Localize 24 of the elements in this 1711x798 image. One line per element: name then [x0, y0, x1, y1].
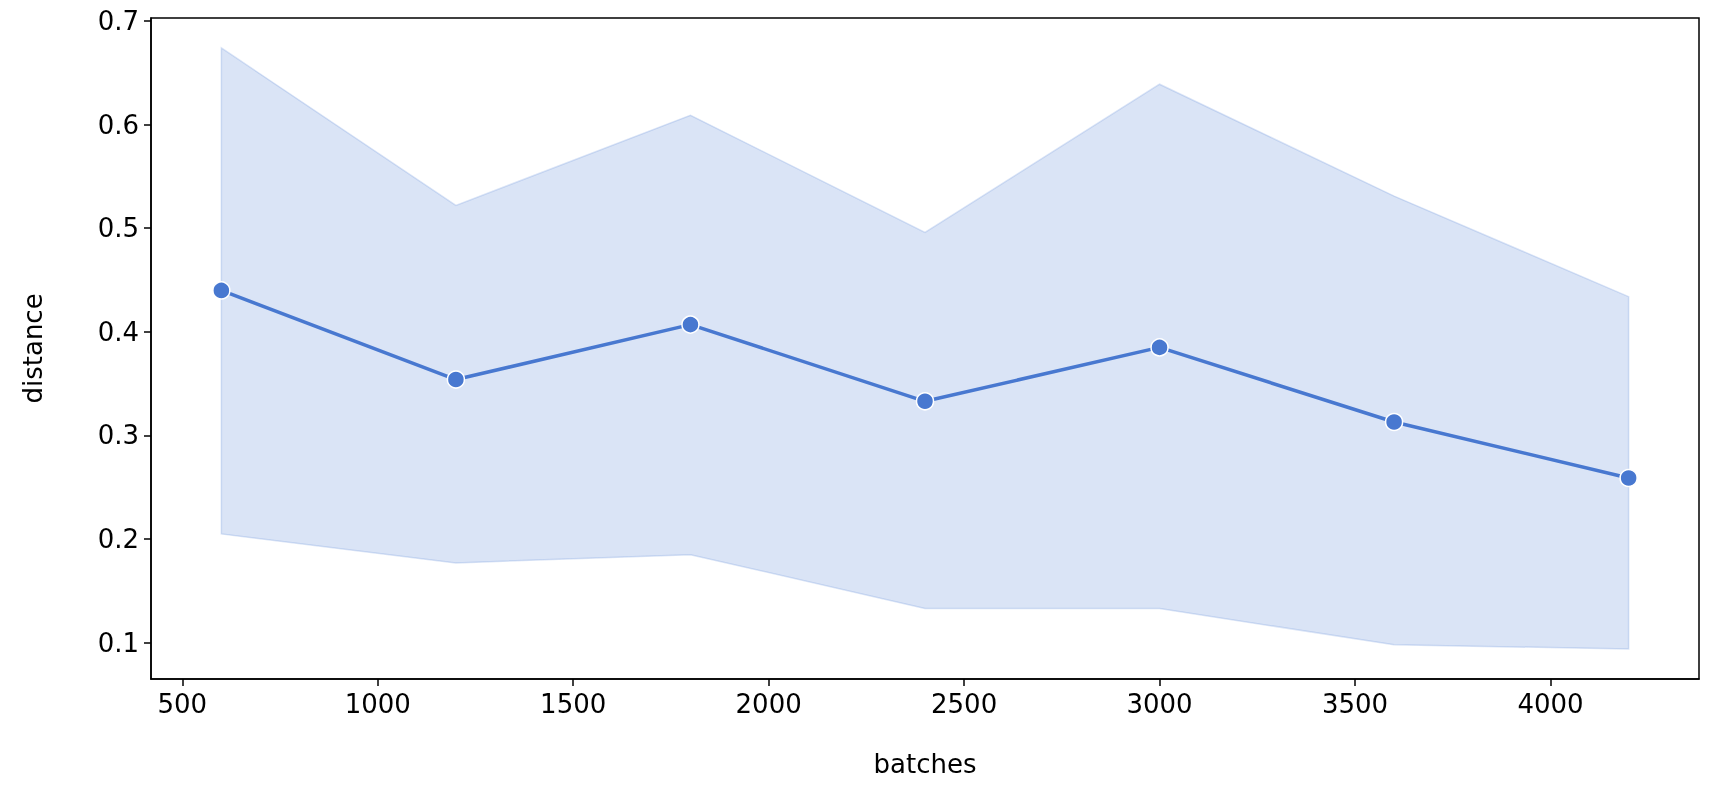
y-tick-label: 0.2	[97, 524, 139, 555]
x-tick-label: 2500	[931, 689, 998, 719]
point	[212, 281, 231, 300]
x-axis-title: batches	[873, 749, 977, 779]
y-tick-label: 0.5	[97, 213, 139, 244]
point	[681, 315, 700, 334]
x-tick-label: 1500	[540, 689, 607, 719]
x-tick-label: 4000	[1517, 689, 1584, 719]
y-tick-label: 0.3	[97, 420, 139, 451]
x-tick-label: 500	[157, 689, 208, 719]
x-tick-label: 2000	[735, 689, 802, 719]
point	[915, 392, 935, 411]
point	[1619, 468, 1638, 488]
y-tick-label: 0.4	[97, 316, 139, 347]
point	[446, 370, 466, 389]
y-tick-label: 0.7	[97, 6, 139, 36]
x-tick-label: 1000	[344, 689, 411, 719]
y-tick-label: 0.6	[97, 109, 139, 140]
y-axis-title: distance	[18, 293, 48, 404]
point	[1150, 338, 1169, 357]
x-tick-label: 3500	[1321, 689, 1389, 719]
x-tick-label: 3000	[1126, 689, 1193, 719]
point	[1384, 412, 1404, 432]
y-tick-label: 0.1	[97, 627, 139, 658]
